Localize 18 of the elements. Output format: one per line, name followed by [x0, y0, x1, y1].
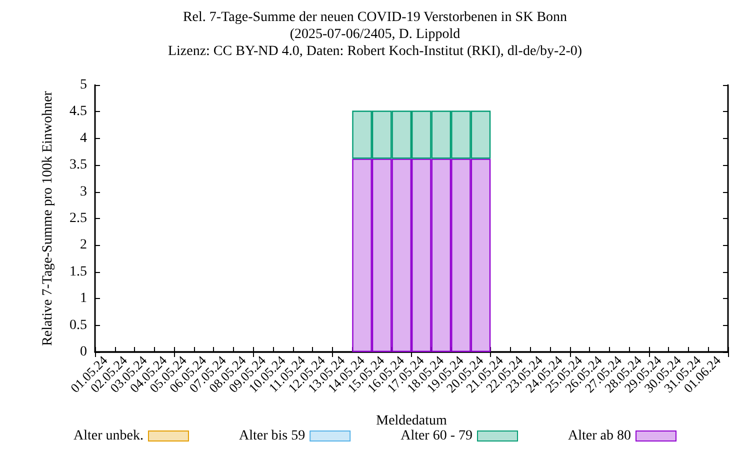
y-tick-label: 1.5: [70, 264, 87, 280]
y-tick-label: 2.5: [70, 211, 87, 226]
y-tick-label: 5: [80, 78, 87, 92]
legend-label: Alter 60 - 79: [400, 428, 473, 444]
y-tick-label: 4.5: [70, 104, 87, 120]
legend-label: Alter unbek.: [74, 428, 144, 444]
y-tick-label: 0: [80, 344, 87, 360]
y-tick-label: 3: [80, 184, 87, 200]
chart-title: Rel. 7-Tage-Summe der neuen COVID-19 Verstorbenen in SK Bonn (2025-07-06/2405, D. Lippold Lizenz: CC BY-ND 4.0, Daten: Robert Koch-Institut (RKI), dl-de/by-2-0): [168, 10, 582, 59]
y-tick-label: 2: [80, 238, 87, 253]
x-axis-title: Meldedatum: [376, 414, 447, 428]
legend-label: Alter bis 59: [238, 428, 306, 444]
y-tick-label: 1: [80, 291, 87, 306]
y-axis-title: Relative 7-Tage-Summe pro 100k Einwohner: [40, 90, 56, 346]
y-tick-label: 0.5: [70, 318, 87, 333]
y-tick-label: 4: [80, 130, 87, 146]
y-tick-label: 3.5: [70, 158, 87, 173]
legend-label: Alter ab 80: [568, 428, 631, 444]
